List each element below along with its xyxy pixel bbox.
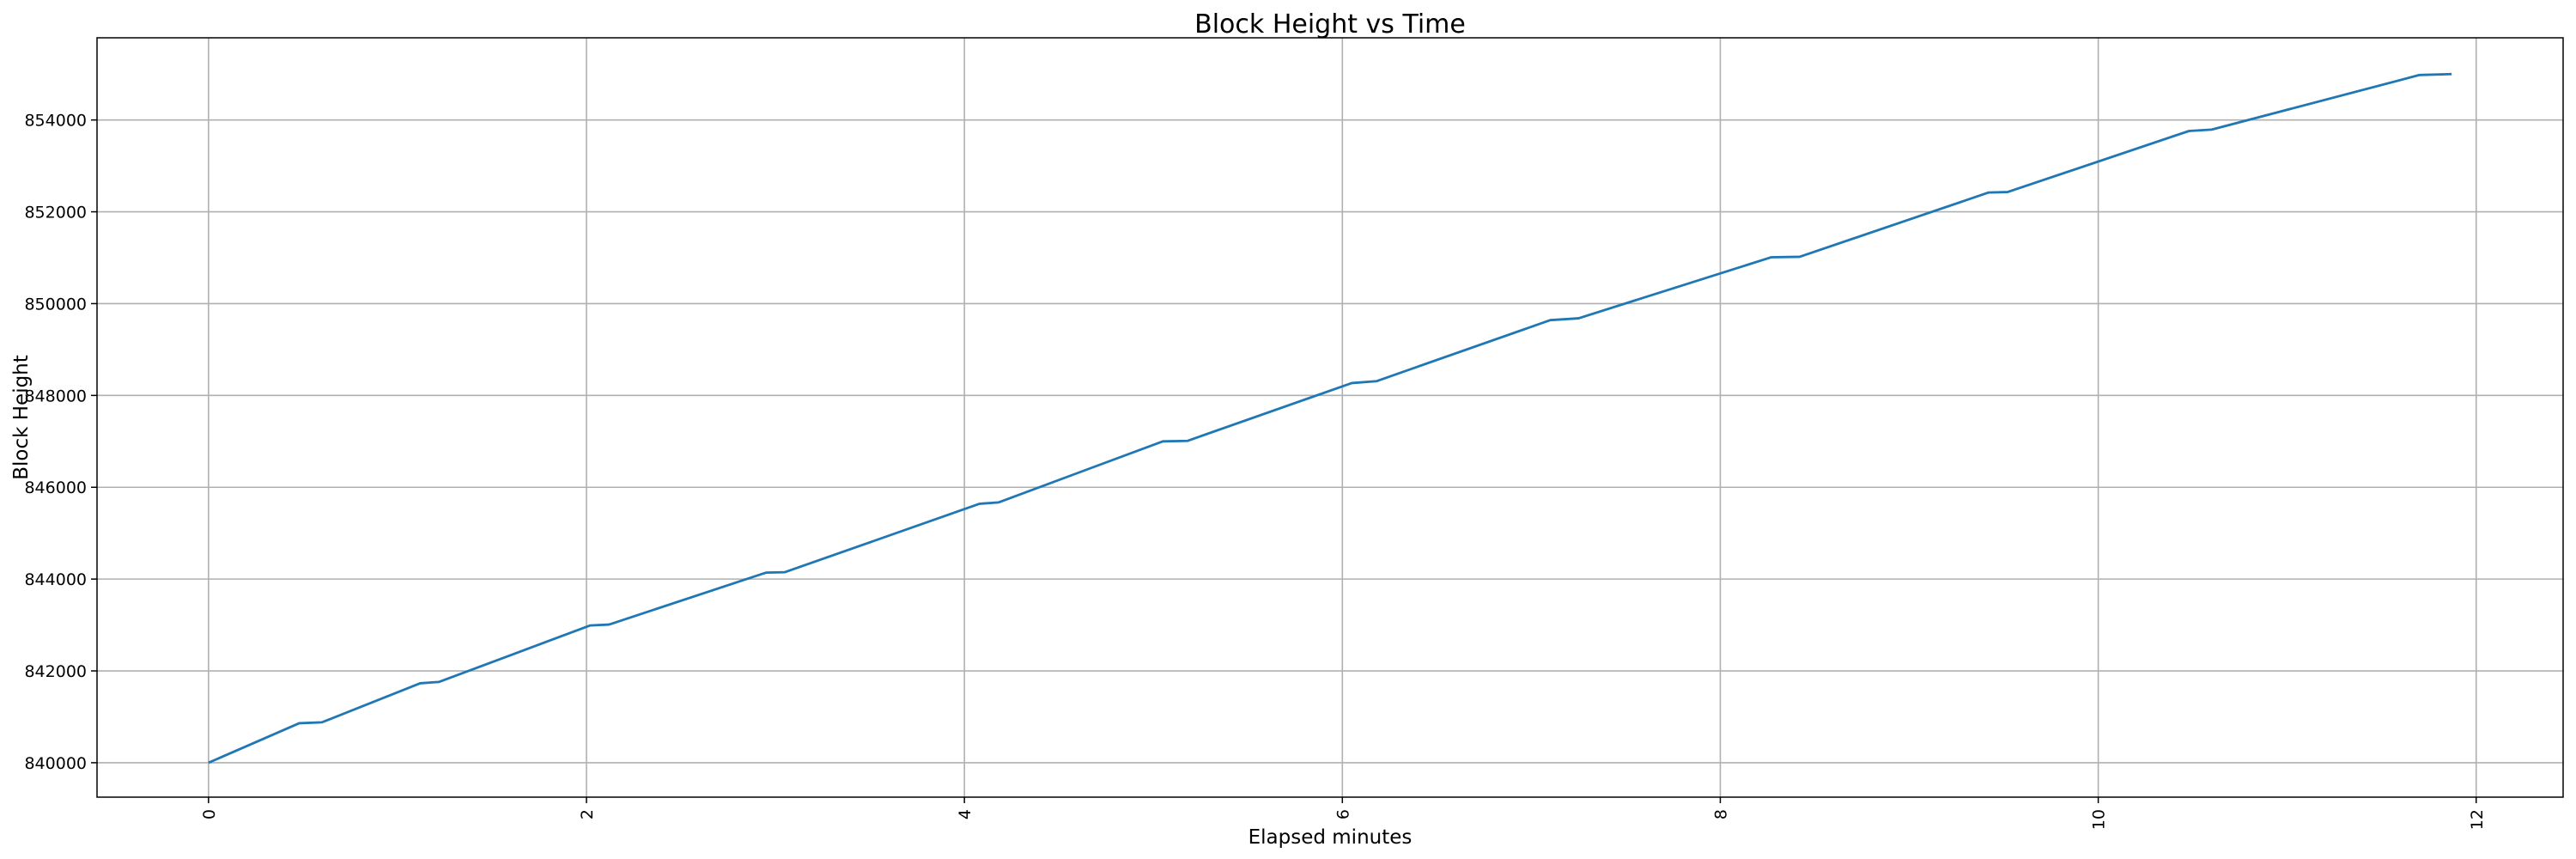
data-line: [208, 72, 2452, 765]
x-tick-label: 12: [2468, 809, 2487, 830]
y-tick-label: 840000: [24, 754, 87, 773]
chart-title: Block Height vs Time: [1194, 9, 1466, 40]
y-tick-label: 844000: [24, 570, 87, 589]
y-tick-label: 850000: [24, 295, 87, 314]
y-axis-label: Block Height: [10, 355, 33, 480]
x-tick-label: 4: [956, 809, 975, 819]
x-tick-label: 0: [200, 809, 219, 819]
y-tick-label: 854000: [24, 112, 87, 131]
x-tick-label: 2: [578, 809, 597, 819]
x-tick-label: 10: [2090, 809, 2109, 830]
x-tick-label: 6: [1334, 809, 1352, 819]
y-tick-label: 842000: [24, 662, 87, 681]
y-tick-label: 848000: [24, 387, 87, 405]
y-tick-label: 846000: [24, 478, 87, 497]
y-tick-label: 852000: [24, 204, 87, 222]
x-axis-label: Elapsed minutes: [1249, 826, 1413, 849]
x-tick-label: 8: [1711, 809, 1730, 819]
plot-frame: [96, 37, 2564, 798]
